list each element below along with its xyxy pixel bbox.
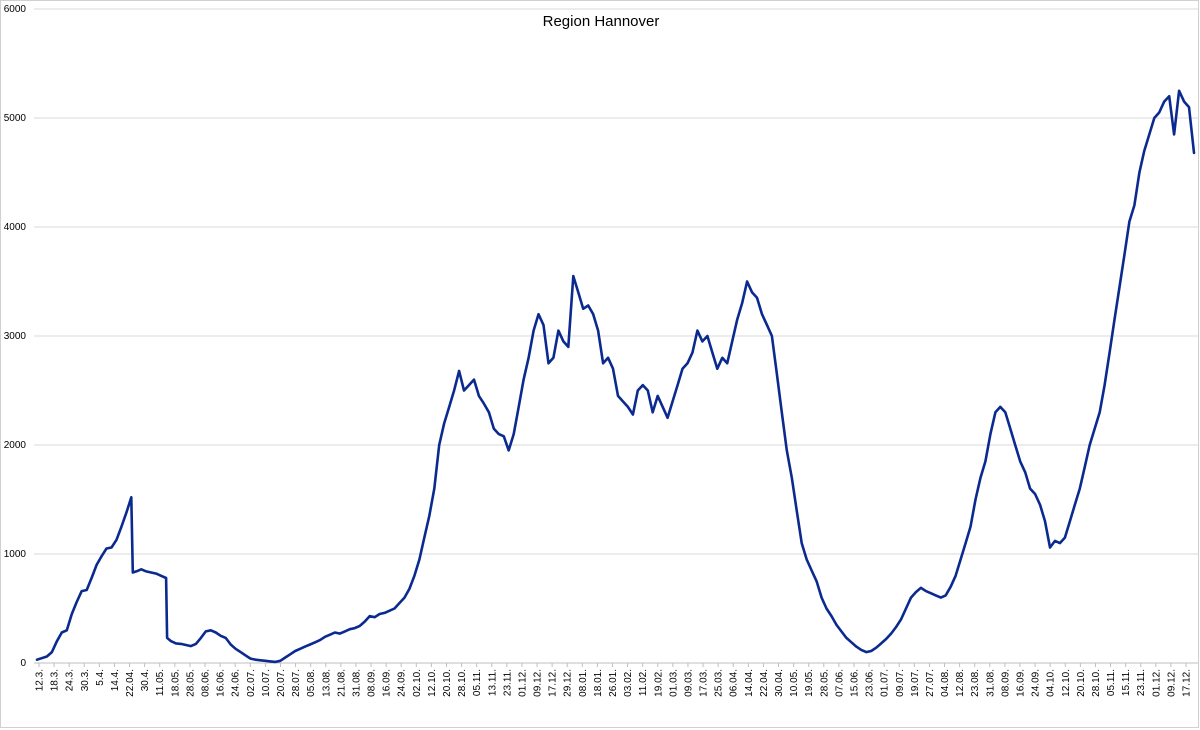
x-tick-label: 23.06. xyxy=(865,669,876,697)
y-tick-label: 3000 xyxy=(4,331,27,342)
x-tick-label: 10.07. xyxy=(261,669,272,697)
x-tick-label: 17.12. xyxy=(1182,669,1193,697)
x-tick-label: 16.09. xyxy=(1015,669,1026,697)
x-tick-label: 12.3. xyxy=(35,669,46,691)
gridlines xyxy=(34,8,1198,555)
x-tick-label: 25.03. xyxy=(714,669,725,697)
x-tick-label: 30.4. xyxy=(140,669,151,691)
x-tick-label: 19.02. xyxy=(653,669,664,697)
y-tick-label: 4000 xyxy=(4,222,27,233)
x-tick-label: 5.4. xyxy=(95,669,106,686)
x-tick-label: 17.12. xyxy=(548,669,559,697)
y-tick-label: 1000 xyxy=(4,549,27,560)
x-tick-label: 11.05. xyxy=(155,669,166,696)
x-tick-label: 01.03. xyxy=(668,669,679,697)
x-tick-label: 12.10. xyxy=(427,669,438,697)
x-tick-label: 30.3. xyxy=(80,669,91,691)
x-tick-label: 09.12. xyxy=(1166,669,1177,697)
x-tick-label: 16.09. xyxy=(382,669,393,697)
x-tick-label: 04.10. xyxy=(1046,669,1057,697)
y-tick-label: 5000 xyxy=(4,113,27,124)
x-axis-tick-labels: 12.3. 18.3. 24.3. 30.3. 5.4. 14.4. 22.04. 30.4.… xyxy=(35,663,1193,697)
x-tick-label: 28.10. xyxy=(457,669,468,697)
x-tick-label: 09.12. xyxy=(533,669,544,697)
chart-title: Region Hannover xyxy=(543,13,660,30)
x-tick-label: 21.08. xyxy=(336,669,347,697)
x-tick-label: 23.08. xyxy=(970,669,981,697)
x-tick-label: 18.01. xyxy=(593,669,604,697)
x-tick-label: 01.12. xyxy=(1151,669,1162,697)
x-tick-label: 01.12. xyxy=(517,669,528,697)
x-tick-label: 08.06. xyxy=(201,669,212,697)
x-tick-label: 12.08. xyxy=(955,669,966,697)
x-tick-label: 19.07. xyxy=(910,669,921,697)
x-tick-label: 04.08. xyxy=(940,669,951,697)
x-tick-label: 23.11. xyxy=(502,669,513,696)
x-tick-label: 15.11. xyxy=(1121,669,1132,696)
x-tick-label: 22.04. xyxy=(125,669,136,697)
x-tick-label: 31.08. xyxy=(985,669,996,697)
x-tick-label: 05.08. xyxy=(306,669,317,697)
y-axis-tick-labels: 0 1000 2000 3000 4000 5000 6000 xyxy=(4,4,27,669)
x-tick-label: 16.06. xyxy=(216,669,227,697)
x-tick-label: 02.10. xyxy=(412,669,423,697)
x-tick-label: 08.09. xyxy=(1000,669,1011,697)
x-tick-label: 22.04. xyxy=(759,669,770,697)
x-tick-label: 18.05. xyxy=(170,669,181,697)
x-tick-label: 13.11. xyxy=(487,669,498,696)
x-tick-label: 13.08. xyxy=(321,669,332,697)
x-tick-label: 05.11. xyxy=(472,669,483,696)
x-tick-label: 23.11. xyxy=(1136,669,1147,696)
x-tick-label: 03.02. xyxy=(623,669,634,697)
series-line xyxy=(35,89,1196,664)
x-tick-label: 20.07. xyxy=(276,669,287,697)
y-tick-label: 6000 xyxy=(4,4,27,15)
x-tick-label: 18.3. xyxy=(50,669,61,691)
x-tick-label: 15.06. xyxy=(849,669,860,697)
y-tick-label: 0 xyxy=(20,658,26,669)
x-tick-label: 09.07. xyxy=(895,669,906,697)
x-tick-label: 09.03. xyxy=(683,669,694,697)
x-tick-label: 14.4. xyxy=(110,669,121,691)
x-tick-label: 06.04. xyxy=(729,669,740,697)
x-tick-label: 14.04. xyxy=(744,669,755,697)
x-tick-label: 24.06. xyxy=(231,669,242,697)
x-tick-label: 24.09. xyxy=(397,669,408,697)
x-tick-label: 12.10. xyxy=(1061,669,1072,697)
x-tick-label: 17.03. xyxy=(699,669,710,697)
x-tick-label: 26.01. xyxy=(608,669,619,697)
x-tick-label: 07.06. xyxy=(834,669,845,697)
x-tick-label: 08.01. xyxy=(578,669,589,697)
x-tick-label: 24.3. xyxy=(65,669,76,691)
x-tick-label: 24.09. xyxy=(1031,669,1042,697)
x-tick-label: 11.02. xyxy=(638,669,649,696)
x-tick-label: 01.07. xyxy=(880,669,891,697)
x-tick-label: 28.07. xyxy=(291,669,302,697)
x-tick-label: 20.10. xyxy=(1076,669,1087,697)
x-tick-label: 28.05. xyxy=(819,669,830,697)
y-tick-label: 2000 xyxy=(4,440,27,451)
x-tick-label: 02.07. xyxy=(246,669,257,697)
x-tick-label: 05.11. xyxy=(1106,669,1117,696)
x-tick-label: 30.04. xyxy=(774,669,785,697)
x-tick-label: 28.10. xyxy=(1091,669,1102,697)
x-tick-label: 08.09. xyxy=(367,669,378,697)
x-tick-label: 20.10. xyxy=(442,669,453,697)
x-tick-label: 29.12. xyxy=(563,669,574,697)
x-tick-label: 27.07. xyxy=(925,669,936,697)
x-tick-label: 19.05. xyxy=(804,669,815,697)
x-tick-label: 28.05. xyxy=(185,669,196,697)
x-tick-label: 10.05. xyxy=(789,669,800,697)
x-tick-label: 31.08. xyxy=(351,669,362,697)
